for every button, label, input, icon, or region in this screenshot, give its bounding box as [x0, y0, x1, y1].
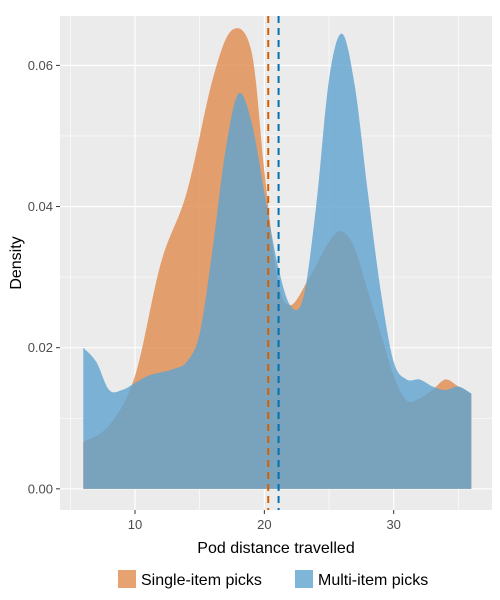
- density-area-multi-item: [83, 33, 472, 489]
- density-areas: [83, 28, 472, 489]
- legend-key-multi-item: [295, 570, 313, 588]
- x-tick-label: 10: [128, 517, 142, 532]
- x-tick-label: 30: [386, 517, 400, 532]
- y-axis-ticks: 0.00 0.02 0.04 0.06: [28, 58, 60, 496]
- y-tick-label: 0.00: [28, 481, 53, 496]
- y-axis-title: Density: [8, 236, 25, 289]
- legend-label-single-item: Single-item picks: [141, 572, 262, 589]
- x-axis-ticks: 10 20 30: [128, 510, 401, 532]
- x-axis-title: Pod distance travelled: [197, 540, 354, 557]
- legend-key-single-item: [118, 570, 136, 588]
- y-tick-label: 0.04: [28, 199, 53, 214]
- x-tick-label: 20: [257, 517, 271, 532]
- y-tick-label: 0.06: [28, 58, 53, 73]
- legend-label-multi-item: Multi-item picks: [318, 572, 428, 589]
- y-tick-label: 0.02: [28, 340, 53, 355]
- legend: Single-item picks Multi-item picks: [118, 570, 428, 589]
- mean-lines: [267, 16, 280, 510]
